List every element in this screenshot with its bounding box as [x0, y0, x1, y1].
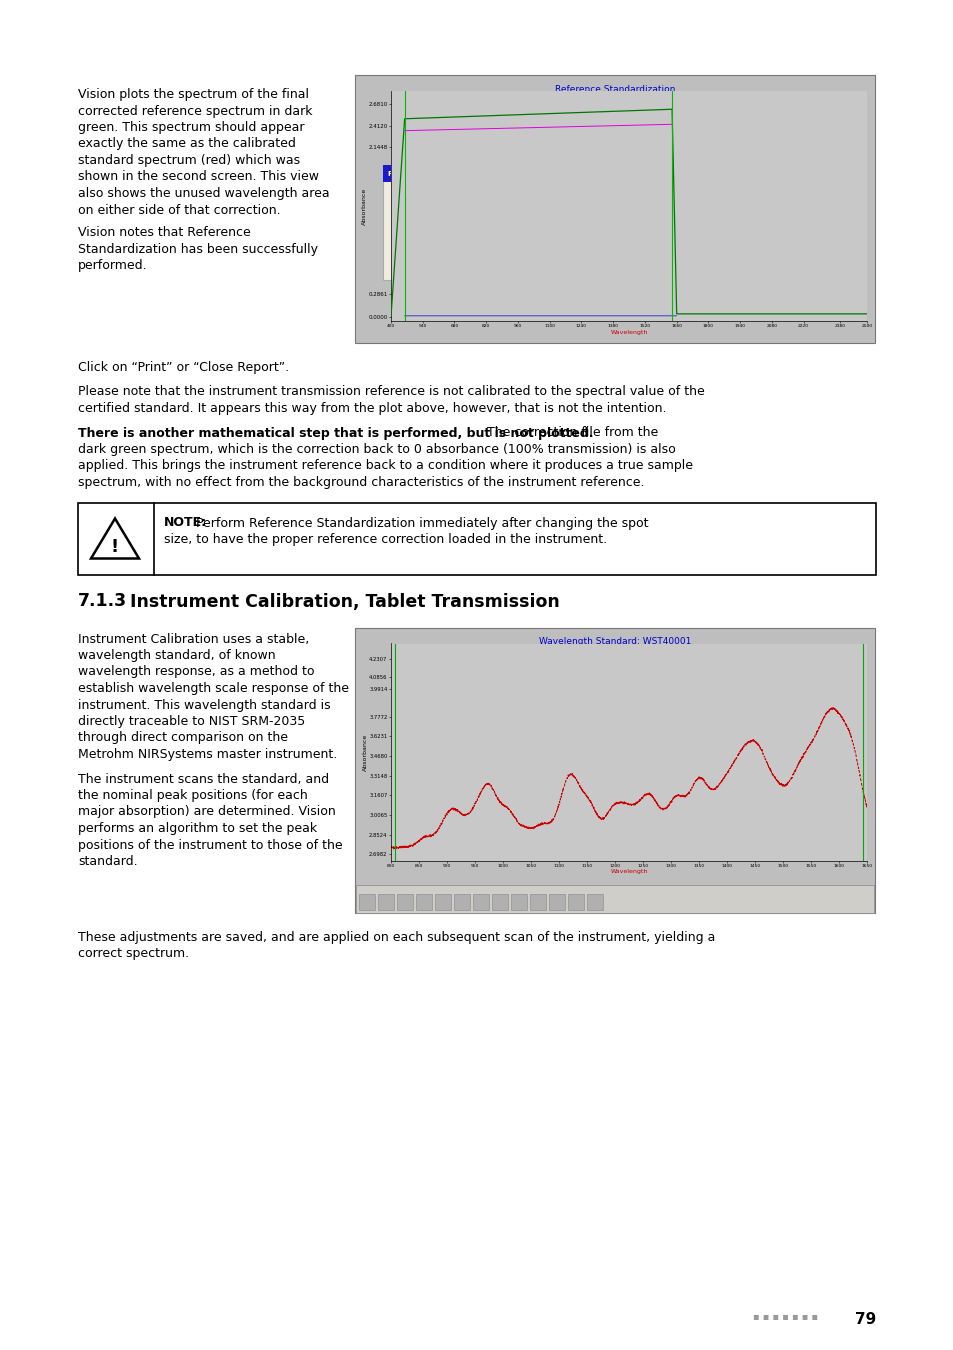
Text: Wavelength Standard: WST40001: Wavelength Standard: WST40001 [538, 637, 691, 647]
Text: Vision plots the spectrum of the final: Vision plots the spectrum of the final [78, 88, 309, 101]
Polygon shape [91, 518, 139, 559]
Text: Reference Standardization: Reference Standardization [555, 85, 675, 94]
Bar [355, 628, 874, 913]
X-axis label: Wavelength: Wavelength [610, 869, 647, 875]
Text: corrected reference spectrum in dark: corrected reference spectrum in dark [78, 104, 313, 117]
Bar [586, 894, 602, 910]
Bar [396, 894, 413, 910]
Bar [400, 252, 462, 269]
Text: The instrument scans the standard, and: The instrument scans the standard, and [78, 772, 329, 786]
Text: on either side of that correction.: on either side of that correction. [78, 204, 280, 216]
Text: also shows the unused wavelength area: also shows the unused wavelength area [78, 188, 330, 200]
Text: Instrument Calibration uses a stable,: Instrument Calibration uses a stable, [78, 633, 309, 645]
Text: There is another mathematical step that is performed, but is not plotted.: There is another mathematical step that … [78, 427, 593, 440]
Text: standard spectrum (red) which was: standard spectrum (red) which was [78, 154, 300, 167]
Text: Standardization has been successfully: Standardization has been successfully [78, 243, 317, 255]
Text: wavelength response, as a method to: wavelength response, as a method to [78, 666, 314, 679]
Text: Close Report: Close Report [497, 258, 537, 263]
Text: Print Report: Print Report [413, 258, 450, 263]
Text: NOTE:: NOTE: [164, 517, 207, 529]
Bar [358, 894, 375, 910]
Bar [355, 76, 874, 343]
Text: Instrument Calibration, Tablet Transmission: Instrument Calibration, Tablet Transmiss… [130, 593, 559, 610]
Bar [473, 894, 489, 910]
Text: Reference Standardization: Reference Standardization [388, 170, 494, 177]
Text: instrument. This wavelength standard is: instrument. This wavelength standard is [78, 698, 331, 711]
Text: Metrohm NIRSystems master instrument.: Metrohm NIRSystems master instrument. [78, 748, 337, 761]
Text: !: ! [111, 537, 119, 555]
Text: certified standard. It appears this way from the plot above, however, that is no: certified standard. It appears this way … [78, 402, 666, 414]
Bar [485, 252, 547, 269]
Text: positions of the instrument to those of the: positions of the instrument to those of … [78, 838, 342, 852]
Bar [355, 884, 873, 913]
Bar [548, 894, 564, 910]
Y-axis label: Absorbance: Absorbance [362, 733, 367, 771]
Bar [530, 894, 545, 910]
Bar [511, 894, 526, 910]
Text: performed.: performed. [78, 259, 148, 271]
Text: 7.1.3: 7.1.3 [78, 593, 127, 610]
Bar [78, 502, 875, 575]
Text: exactly the same as the calibrated: exactly the same as the calibrated [78, 138, 295, 150]
Text: Perform Reference Standardization immediately after changing the spot: Perform Reference Standardization immedi… [192, 517, 648, 529]
Text: through direct comparison on the: through direct comparison on the [78, 732, 288, 744]
Text: the nominal peak positions (for each: the nominal peak positions (for each [78, 788, 308, 802]
Text: Please note that the instrument transmission reference is not calibrated to the : Please note that the instrument transmis… [78, 386, 704, 398]
Bar [377, 894, 394, 910]
Text: green. This spectrum should appear: green. This spectrum should appear [78, 122, 304, 134]
Text: standard.: standard. [78, 855, 137, 868]
Text: dark green spectrum, which is the correction back to 0 absorbance (100% transmis: dark green spectrum, which is the correc… [78, 443, 675, 456]
Bar [382, 165, 567, 279]
Text: applied. This brings the instrument reference back to a condition where it produ: applied. This brings the instrument refe… [78, 459, 692, 472]
Text: performs an algorithm to set the peak: performs an algorithm to set the peak [78, 822, 316, 836]
Text: size, to have the proper reference correction loaded in the instrument.: size, to have the proper reference corre… [164, 533, 606, 545]
Bar [492, 894, 507, 910]
Text: Vision notes that Reference: Vision notes that Reference [78, 225, 251, 239]
Text: wavelength standard, of known: wavelength standard, of known [78, 649, 275, 662]
Bar [416, 894, 432, 910]
X-axis label: Wavelength: Wavelength [610, 329, 647, 335]
Bar [454, 894, 470, 910]
Text: 79: 79 [854, 1312, 875, 1327]
Text: directly traceable to NIST SRM-2035: directly traceable to NIST SRM-2035 [78, 716, 305, 728]
Y-axis label: Absorbance: Absorbance [361, 188, 367, 224]
Text: The correction file from the: The correction file from the [482, 427, 658, 440]
Bar [567, 894, 583, 910]
Text: These adjustments are saved, and are applied on each subsequent scan of the inst: These adjustments are saved, and are app… [78, 930, 715, 944]
Text: Correction downloaded successfully!: Correction downloaded successfully! [411, 217, 539, 223]
Text: shown in the second screen. This view: shown in the second screen. This view [78, 170, 318, 184]
Bar [382, 165, 567, 182]
Text: correct spectrum.: correct spectrum. [78, 946, 189, 960]
Text: establish wavelength scale response of the: establish wavelength scale response of t… [78, 682, 349, 695]
Text: spectrum, with no effect from the background characteristics of the instrument r: spectrum, with no effect from the backgr… [78, 477, 644, 489]
Text: ▪ ▪ ▪ ▪ ▪ ▪ ▪: ▪ ▪ ▪ ▪ ▪ ▪ ▪ [752, 1312, 817, 1322]
Text: Click on “Print” or “Close Report”.: Click on “Print” or “Close Report”. [78, 360, 289, 374]
Bar [435, 894, 451, 910]
Text: major absorption) are determined. Vision: major absorption) are determined. Vision [78, 806, 335, 818]
